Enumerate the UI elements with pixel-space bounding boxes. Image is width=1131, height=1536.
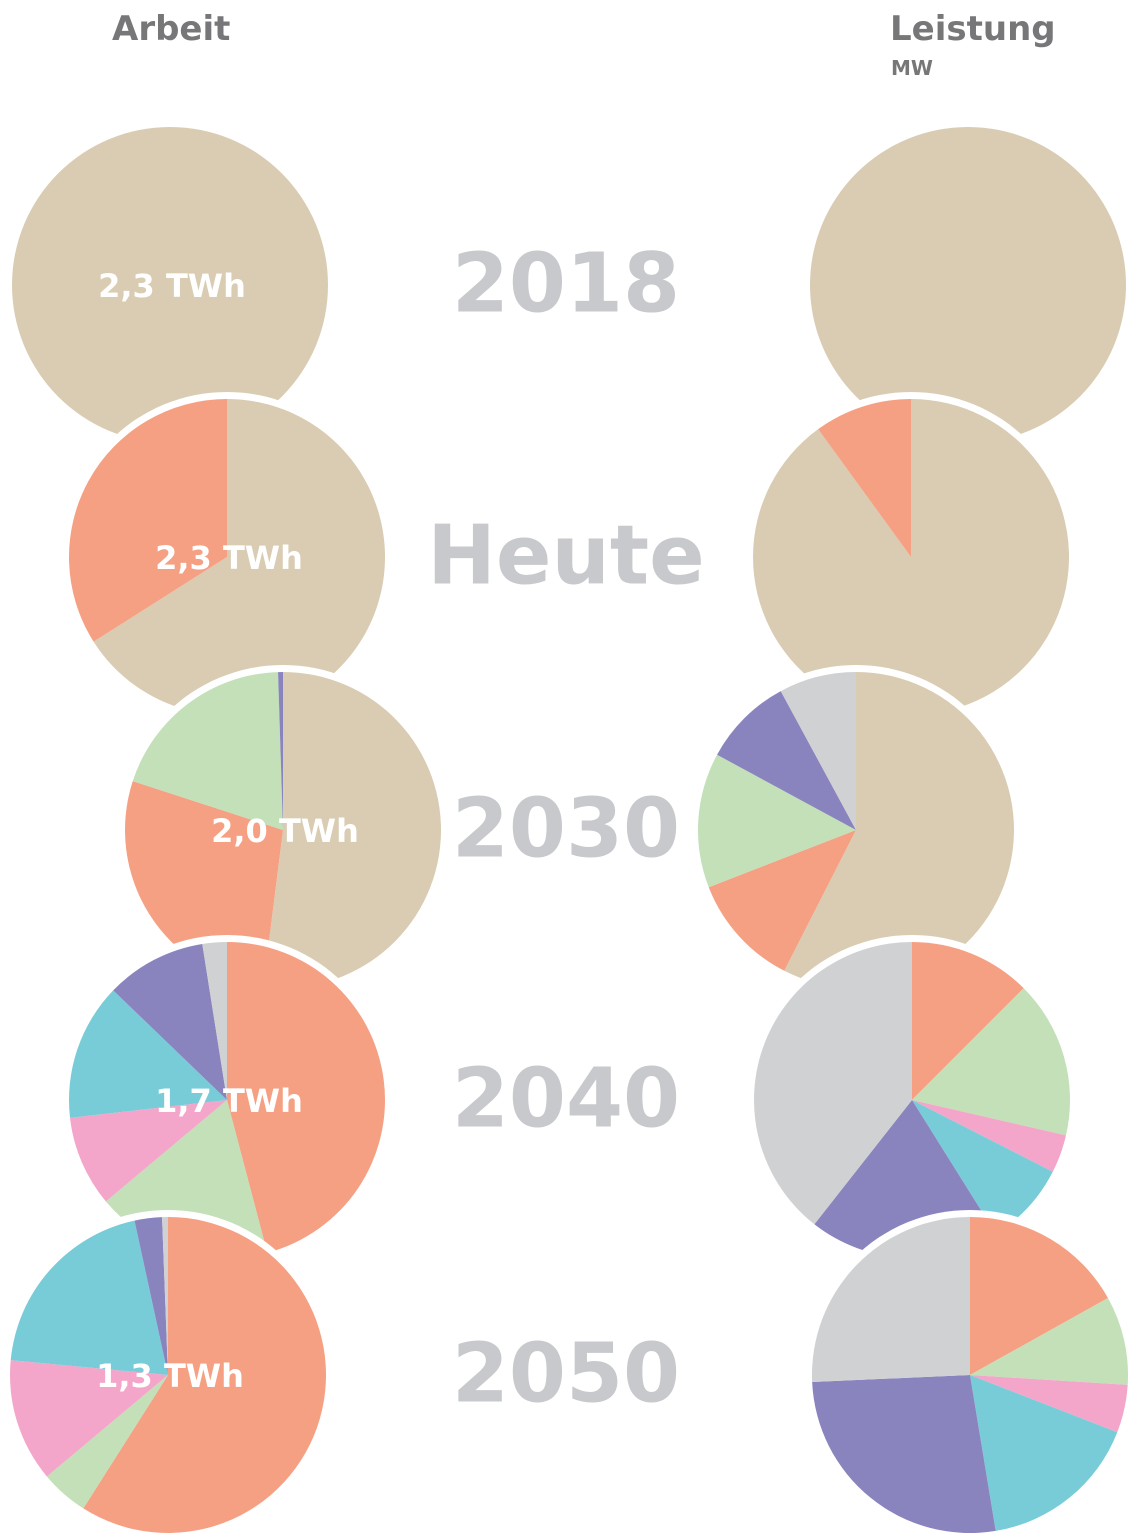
year-label: Heute — [427, 508, 704, 603]
pie-slice — [753, 399, 1069, 716]
pie-slice — [780, 672, 856, 830]
pie-slice — [970, 1217, 1108, 1375]
year-label: 2050 — [452, 1326, 680, 1421]
pie-slice — [124, 781, 283, 987]
pie-slice — [278, 672, 283, 830]
pie-center-label: 1,3 TWh — [96, 1357, 244, 1395]
pie-slice — [93, 399, 385, 716]
right-unit: MW — [891, 56, 933, 80]
pie-slice — [784, 671, 1015, 988]
pie-center-label: 2,3 TWh — [98, 267, 246, 305]
pie-slice — [912, 988, 1070, 1136]
pie-slice — [912, 1100, 1053, 1234]
pie-slice — [912, 1100, 1066, 1172]
pie-slice — [70, 1100, 227, 1202]
pie-center-label: 1,7 TWh — [155, 1082, 303, 1120]
pie-slice — [9, 1360, 168, 1477]
pie-slice — [202, 942, 227, 1100]
pie-slice — [970, 1375, 1128, 1433]
pie-slice — [717, 691, 856, 830]
pie-slice — [83, 1217, 326, 1533]
pie-slice — [227, 942, 385, 1253]
pie-slice — [812, 1375, 996, 1533]
pie-slice — [162, 1217, 168, 1375]
pie-slice — [69, 399, 227, 642]
right-header: Leistung — [890, 9, 1056, 49]
pie-slice — [263, 672, 441, 988]
year-label: 2030 — [452, 781, 680, 876]
pie-slice — [754, 942, 912, 1225]
pie-slice — [708, 830, 856, 971]
year-label: 2018 — [452, 236, 680, 331]
left-header: Arbeit — [112, 9, 230, 49]
pie-slice — [134, 1217, 168, 1375]
pie-slice — [68, 990, 227, 1118]
pie-slice — [818, 399, 911, 557]
year-label: 2040 — [452, 1051, 680, 1146]
pie-slice — [912, 942, 1024, 1100]
pie-slice — [698, 754, 856, 888]
pie-center-label: 2,0 TWh — [211, 812, 359, 850]
pie-slice — [12, 127, 328, 443]
pie-slice — [970, 1298, 1129, 1385]
pie-slice — [46, 1375, 168, 1509]
pie-slice — [970, 1375, 1118, 1531]
pie-slice — [113, 943, 227, 1100]
pie-slice — [811, 1217, 970, 1382]
pie-slice — [10, 1220, 169, 1375]
pie-slice — [810, 127, 1126, 443]
pie-slice — [132, 672, 283, 830]
pie-center-label: 2,3 TWh — [155, 539, 303, 577]
